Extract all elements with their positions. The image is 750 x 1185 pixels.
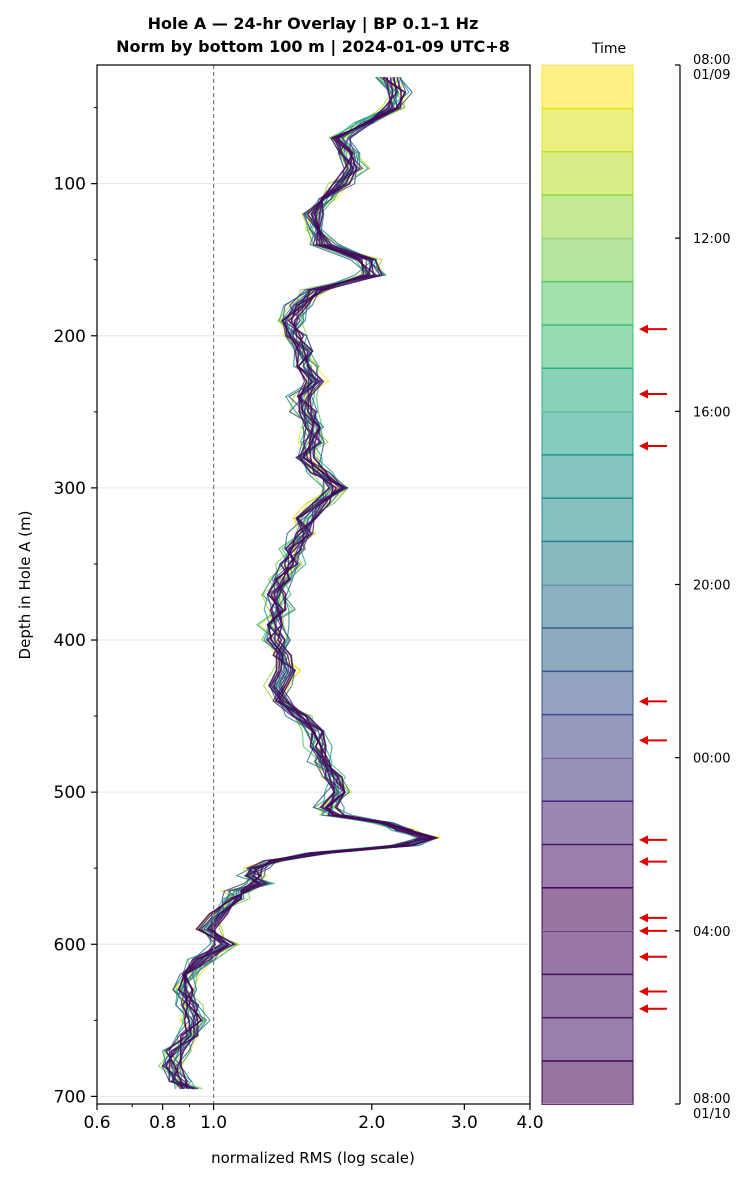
gridlines	[97, 183, 530, 1097]
colorbar-segment	[541, 843, 634, 889]
trace-hour-23	[179, 76, 439, 1089]
colorbar-tick-label: 04:00	[693, 925, 730, 940]
colorbar-segment	[541, 280, 634, 326]
colorbar	[541, 64, 634, 1106]
colorbar-segment	[541, 107, 634, 153]
x-tick-label: 2.0	[358, 1113, 385, 1133]
colorbar-tick-sublabel: 01/09	[693, 68, 730, 83]
marker-arrow-head	[639, 857, 648, 867]
colorbar-segment	[541, 324, 634, 370]
marker-arrow-head	[639, 1004, 648, 1014]
y-tick-label: 700	[54, 1087, 86, 1107]
trace-hour-10	[161, 76, 425, 1090]
colorbar-segment	[541, 540, 634, 586]
colorbar-segment	[541, 237, 634, 283]
colorbar-segment	[541, 194, 634, 240]
trace-hour-8	[164, 76, 425, 1089]
depth-traces	[157, 76, 441, 1090]
trace-hour-20	[165, 77, 424, 1090]
colorbar-title: Time	[591, 41, 626, 57]
colorbar-segment	[541, 410, 634, 456]
plot-frame	[96, 64, 531, 1105]
trace-hour-3	[162, 76, 424, 1090]
colorbar-tick-label: 08:00	[693, 1092, 730, 1107]
marker-arrow-head	[639, 913, 648, 923]
x-tick-label: 0.8	[149, 1113, 176, 1133]
marker-arrow-head	[639, 926, 648, 936]
x-axis-label: normalized RMS (log scale)	[211, 1149, 415, 1167]
colorbar-segment	[541, 584, 634, 629]
marker-arrow-head	[639, 986, 648, 996]
y-tick-label: 300	[54, 479, 86, 499]
y-tick-label: 400	[54, 631, 86, 651]
marker-arrow-head	[639, 389, 648, 399]
colorbar-tick-label: 08:00	[693, 53, 730, 68]
marker-arrow-head	[639, 441, 648, 451]
y-tick-label: 600	[54, 935, 86, 955]
colorbar-segment	[541, 367, 634, 413]
x-axis-ticks: 0.6 0.8 1.0 2.0 3.0 4.0	[83, 1104, 544, 1133]
x-tick-label: 1.0	[200, 1113, 227, 1133]
x-tick-label: 0.6	[83, 1113, 110, 1133]
marked-hour-arrows	[639, 324, 667, 1014]
colorbar-segment	[541, 800, 634, 846]
trace-hour-19	[165, 76, 434, 1089]
colorbar-segment	[541, 930, 634, 976]
colorbar-segment	[541, 1016, 634, 1062]
colorbar-segment	[541, 627, 634, 673]
colorbar-tick-label: 00:00	[693, 752, 730, 767]
colorbar-segment	[541, 757, 634, 802]
marker-arrow-head	[639, 835, 648, 845]
colorbar-segment	[541, 887, 634, 932]
trace-hour-22	[168, 77, 427, 1090]
colorbar-tick-sublabel: 01/10	[693, 1107, 730, 1122]
y-tick-label: 100	[54, 175, 86, 195]
colorbar-segment	[541, 497, 634, 543]
colorbar-segment	[541, 973, 634, 1019]
colorbar-segment	[541, 670, 634, 716]
y-axis-label: Depth in Hole A (m)	[16, 511, 34, 660]
colorbar-segment	[541, 64, 634, 110]
marker-arrow-head	[639, 735, 648, 745]
marker-arrow-head	[639, 952, 648, 962]
y-axis-ticks: 100 200 300 400 500 600 700	[54, 107, 97, 1107]
x-tick-label: 3.0	[451, 1113, 478, 1133]
chart-title-line-2: Norm by bottom 100 m | 2024-01-09 UTC+8	[116, 37, 510, 57]
y-tick-label: 200	[54, 327, 86, 347]
trace-hour-11	[163, 76, 422, 1090]
colorbar-segment	[541, 454, 634, 499]
colorbar-tick-label: 12:00	[693, 232, 730, 247]
trace-hour-15	[161, 77, 421, 1090]
marker-arrow-head	[639, 324, 648, 334]
x-tick-label: 4.0	[516, 1113, 543, 1133]
chart-title-line-1: Hole A — 24-hr Overlay | BP 0.1–1 Hz	[148, 14, 479, 34]
y-tick-label: 500	[54, 783, 86, 803]
trace-hour-5	[163, 76, 436, 1090]
colorbar-segment	[541, 151, 634, 196]
colorbar-time-axis: 08:0001/0912:0016:0020:0000:0004:0008:00…	[542, 53, 730, 1122]
colorbar-segment	[541, 713, 634, 759]
marker-arrow-head	[639, 696, 648, 706]
colorbar-tick-label: 20:00	[693, 579, 730, 594]
colorbar-segment	[541, 1060, 634, 1106]
colorbar-tick-label: 16:00	[693, 405, 730, 420]
